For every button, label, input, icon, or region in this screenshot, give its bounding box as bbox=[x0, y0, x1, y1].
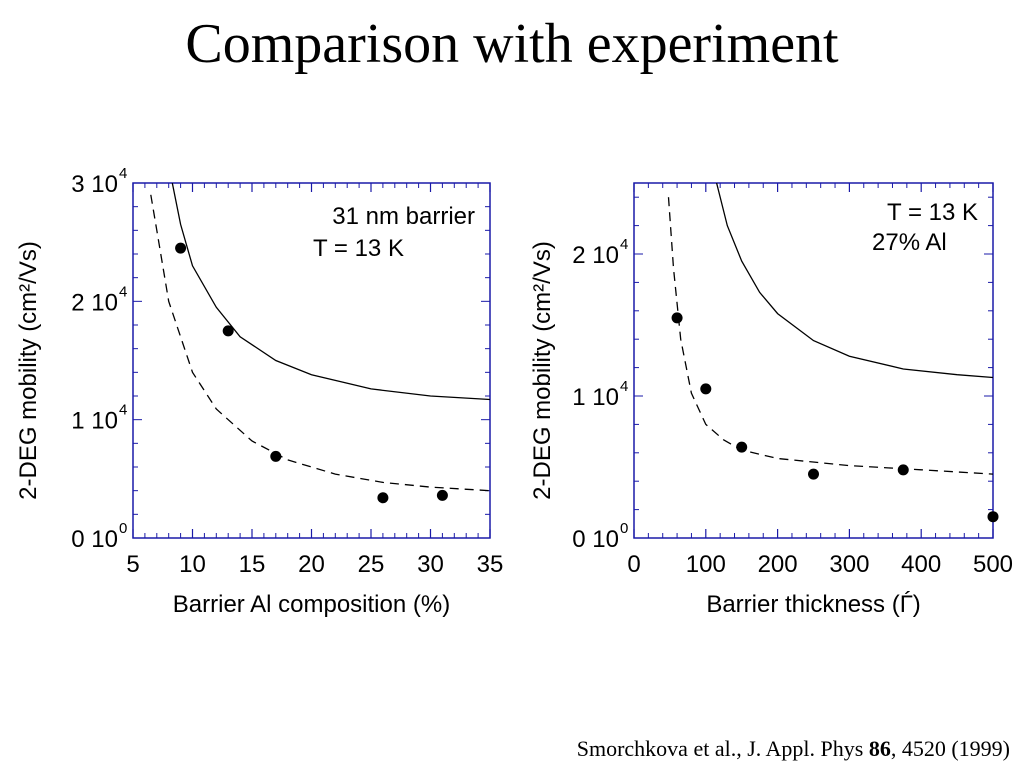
y-axis-label: 2-DEG mobility (cm²/Vs) bbox=[529, 241, 556, 500]
x-tick-label: 10 bbox=[179, 551, 206, 578]
y-tick-exponent: 0 bbox=[119, 520, 127, 537]
x-tick-label: 200 bbox=[758, 551, 798, 578]
plot-frame bbox=[633, 182, 994, 539]
citation: Smorchkova et al., J. Appl. Phys 86, 452… bbox=[577, 736, 1010, 762]
dashed-curve bbox=[667, 197, 993, 475]
y-tick-exponent: 4 bbox=[620, 236, 628, 253]
data-point bbox=[736, 441, 748, 453]
data-point bbox=[377, 492, 389, 504]
y-tick-exponent: 4 bbox=[620, 378, 628, 395]
data-point bbox=[808, 468, 819, 480]
y-tick-label: 1 10 bbox=[71, 408, 118, 435]
dashed-curve bbox=[150, 194, 490, 492]
data-point bbox=[671, 312, 683, 324]
chart-al-composition: 5 10 15 20 25 30 350 10 01 10 42 10 43 10 4Barrier… bbox=[15, 165, 503, 618]
solid-curve bbox=[171, 183, 490, 401]
data-point bbox=[222, 325, 234, 337]
data-point bbox=[175, 242, 187, 254]
y-tick-label: 2 10 bbox=[71, 289, 118, 316]
data-point bbox=[987, 511, 999, 523]
y-tick-exponent: 4 bbox=[119, 165, 127, 182]
x-tick-label: 100 bbox=[686, 551, 726, 578]
solid-curve bbox=[715, 183, 993, 379]
x-tick-label: 5 bbox=[126, 551, 139, 578]
y-tick-exponent: 4 bbox=[119, 402, 127, 419]
data-point bbox=[700, 383, 712, 395]
data-point bbox=[270, 450, 282, 462]
y-tick-exponent: 0 bbox=[620, 520, 628, 537]
x-axis-label: Barrier thickness (Ѓ) bbox=[706, 591, 920, 618]
annotation: T = 13 K bbox=[887, 199, 978, 226]
annotation: 27% Al bbox=[872, 229, 947, 256]
x-tick-label: 400 bbox=[901, 551, 941, 578]
annotation: 31 nm barrier bbox=[332, 203, 475, 230]
y-tick-label: 2 10 bbox=[572, 242, 619, 269]
data-point bbox=[436, 489, 448, 501]
y-tick-label: 0 10 bbox=[572, 526, 619, 553]
x-tick-label: 300 bbox=[829, 551, 869, 578]
plot-frame bbox=[132, 182, 491, 539]
data-point bbox=[897, 464, 909, 476]
x-tick-label: 0 bbox=[627, 551, 640, 578]
x-tick-label: 35 bbox=[477, 551, 504, 578]
x-tick-label: 15 bbox=[239, 551, 266, 578]
citation-suffix: , 4520 (1999) bbox=[890, 736, 1010, 761]
y-tick-label: 1 10 bbox=[572, 384, 619, 411]
y-tick-label: 3 10 bbox=[71, 171, 118, 198]
x-axis-label: Barrier Al composition (%) bbox=[173, 591, 450, 618]
x-tick-label: 500 bbox=[973, 551, 1013, 578]
y-tick-exponent: 4 bbox=[119, 283, 127, 300]
annotation: T = 13 K bbox=[313, 235, 404, 262]
x-tick-label: 25 bbox=[358, 551, 385, 578]
citation-prefix: Smorchkova et al., J. Appl. Phys bbox=[576, 736, 869, 761]
x-tick-label: 30 bbox=[417, 551, 444, 578]
x-tick-label: 20 bbox=[298, 551, 325, 578]
citation-volume: 86 bbox=[868, 736, 891, 761]
y-axis-label: 2-DEG mobility (cm²/Vs) bbox=[15, 241, 42, 500]
y-tick-label: 0 10 bbox=[71, 526, 118, 553]
page-title: Comparison with experiment bbox=[185, 13, 839, 75]
